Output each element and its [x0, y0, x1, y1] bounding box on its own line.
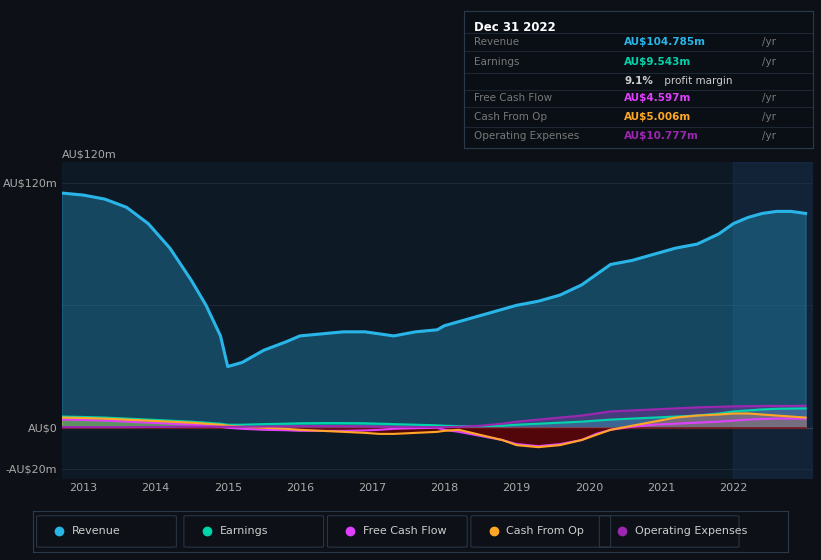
Text: AU$9.543m: AU$9.543m — [624, 57, 691, 67]
Text: /yr: /yr — [762, 37, 776, 47]
Text: Revenue: Revenue — [72, 526, 121, 536]
Text: Revenue: Revenue — [475, 37, 520, 47]
Text: /yr: /yr — [762, 57, 776, 67]
Bar — [733, 162, 813, 479]
Text: Cash From Op: Cash From Op — [507, 526, 585, 536]
Text: Earnings: Earnings — [475, 57, 520, 67]
Text: AU$120m: AU$120m — [62, 150, 117, 160]
Text: profit margin: profit margin — [661, 76, 732, 86]
Text: /yr: /yr — [762, 92, 776, 102]
Text: Operating Expenses: Operating Expenses — [635, 526, 747, 536]
Text: /yr: /yr — [762, 131, 776, 141]
Text: Earnings: Earnings — [219, 526, 268, 536]
Text: Free Cash Flow: Free Cash Flow — [363, 526, 447, 536]
Text: Cash From Op: Cash From Op — [475, 112, 548, 122]
Text: 9.1%: 9.1% — [624, 76, 654, 86]
Text: AU$5.006m: AU$5.006m — [624, 112, 691, 122]
Text: Dec 31 2022: Dec 31 2022 — [475, 21, 556, 34]
Text: AU$4.597m: AU$4.597m — [624, 92, 692, 102]
Text: AU$10.777m: AU$10.777m — [624, 131, 699, 141]
Text: AU$104.785m: AU$104.785m — [624, 37, 706, 47]
Text: Free Cash Flow: Free Cash Flow — [475, 92, 553, 102]
Text: Operating Expenses: Operating Expenses — [475, 131, 580, 141]
Text: /yr: /yr — [762, 112, 776, 122]
